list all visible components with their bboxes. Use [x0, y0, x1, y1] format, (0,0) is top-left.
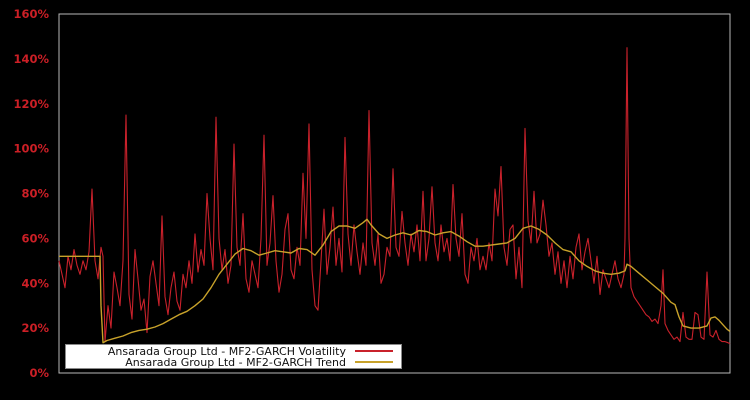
- legend-row-trend: Ansarada Group Ltd - MF2-GARCH Trend: [70, 357, 393, 368]
- legend-label-volatility: Ansarada Group Ltd - MF2-GARCH Volatilit…: [107, 344, 346, 358]
- y-axis-tick-label: 80%: [21, 187, 49, 201]
- y-axis-tick-label: 100%: [13, 142, 49, 156]
- legend: Ansarada Group Ltd - MF2-GARCH Volatilit…: [65, 344, 402, 369]
- y-axis-tick-label: 160%: [13, 7, 49, 21]
- y-axis-tick-label: 140%: [13, 52, 49, 66]
- volatility-series-line: [58, 47, 731, 345]
- plot-border: [58, 13, 731, 374]
- trend-series-line: [59, 218, 731, 344]
- y-axis-tick-label: 40%: [21, 276, 49, 290]
- legend-label-trend: Ansarada Group Ltd - MF2-GARCH Trend: [125, 355, 346, 369]
- legend-row-volatility: Ansarada Group Ltd - MF2-GARCH Volatilit…: [70, 346, 393, 357]
- y-axis-tick-label: 60%: [21, 231, 49, 245]
- y-axis-tick-label: 0%: [29, 366, 49, 380]
- y-axis-tick-label: 120%: [13, 97, 49, 111]
- trend-line-sample-icon: [355, 361, 393, 363]
- volatility-line-sample-icon: [355, 350, 393, 352]
- y-axis-tick-label: 20%: [21, 321, 49, 335]
